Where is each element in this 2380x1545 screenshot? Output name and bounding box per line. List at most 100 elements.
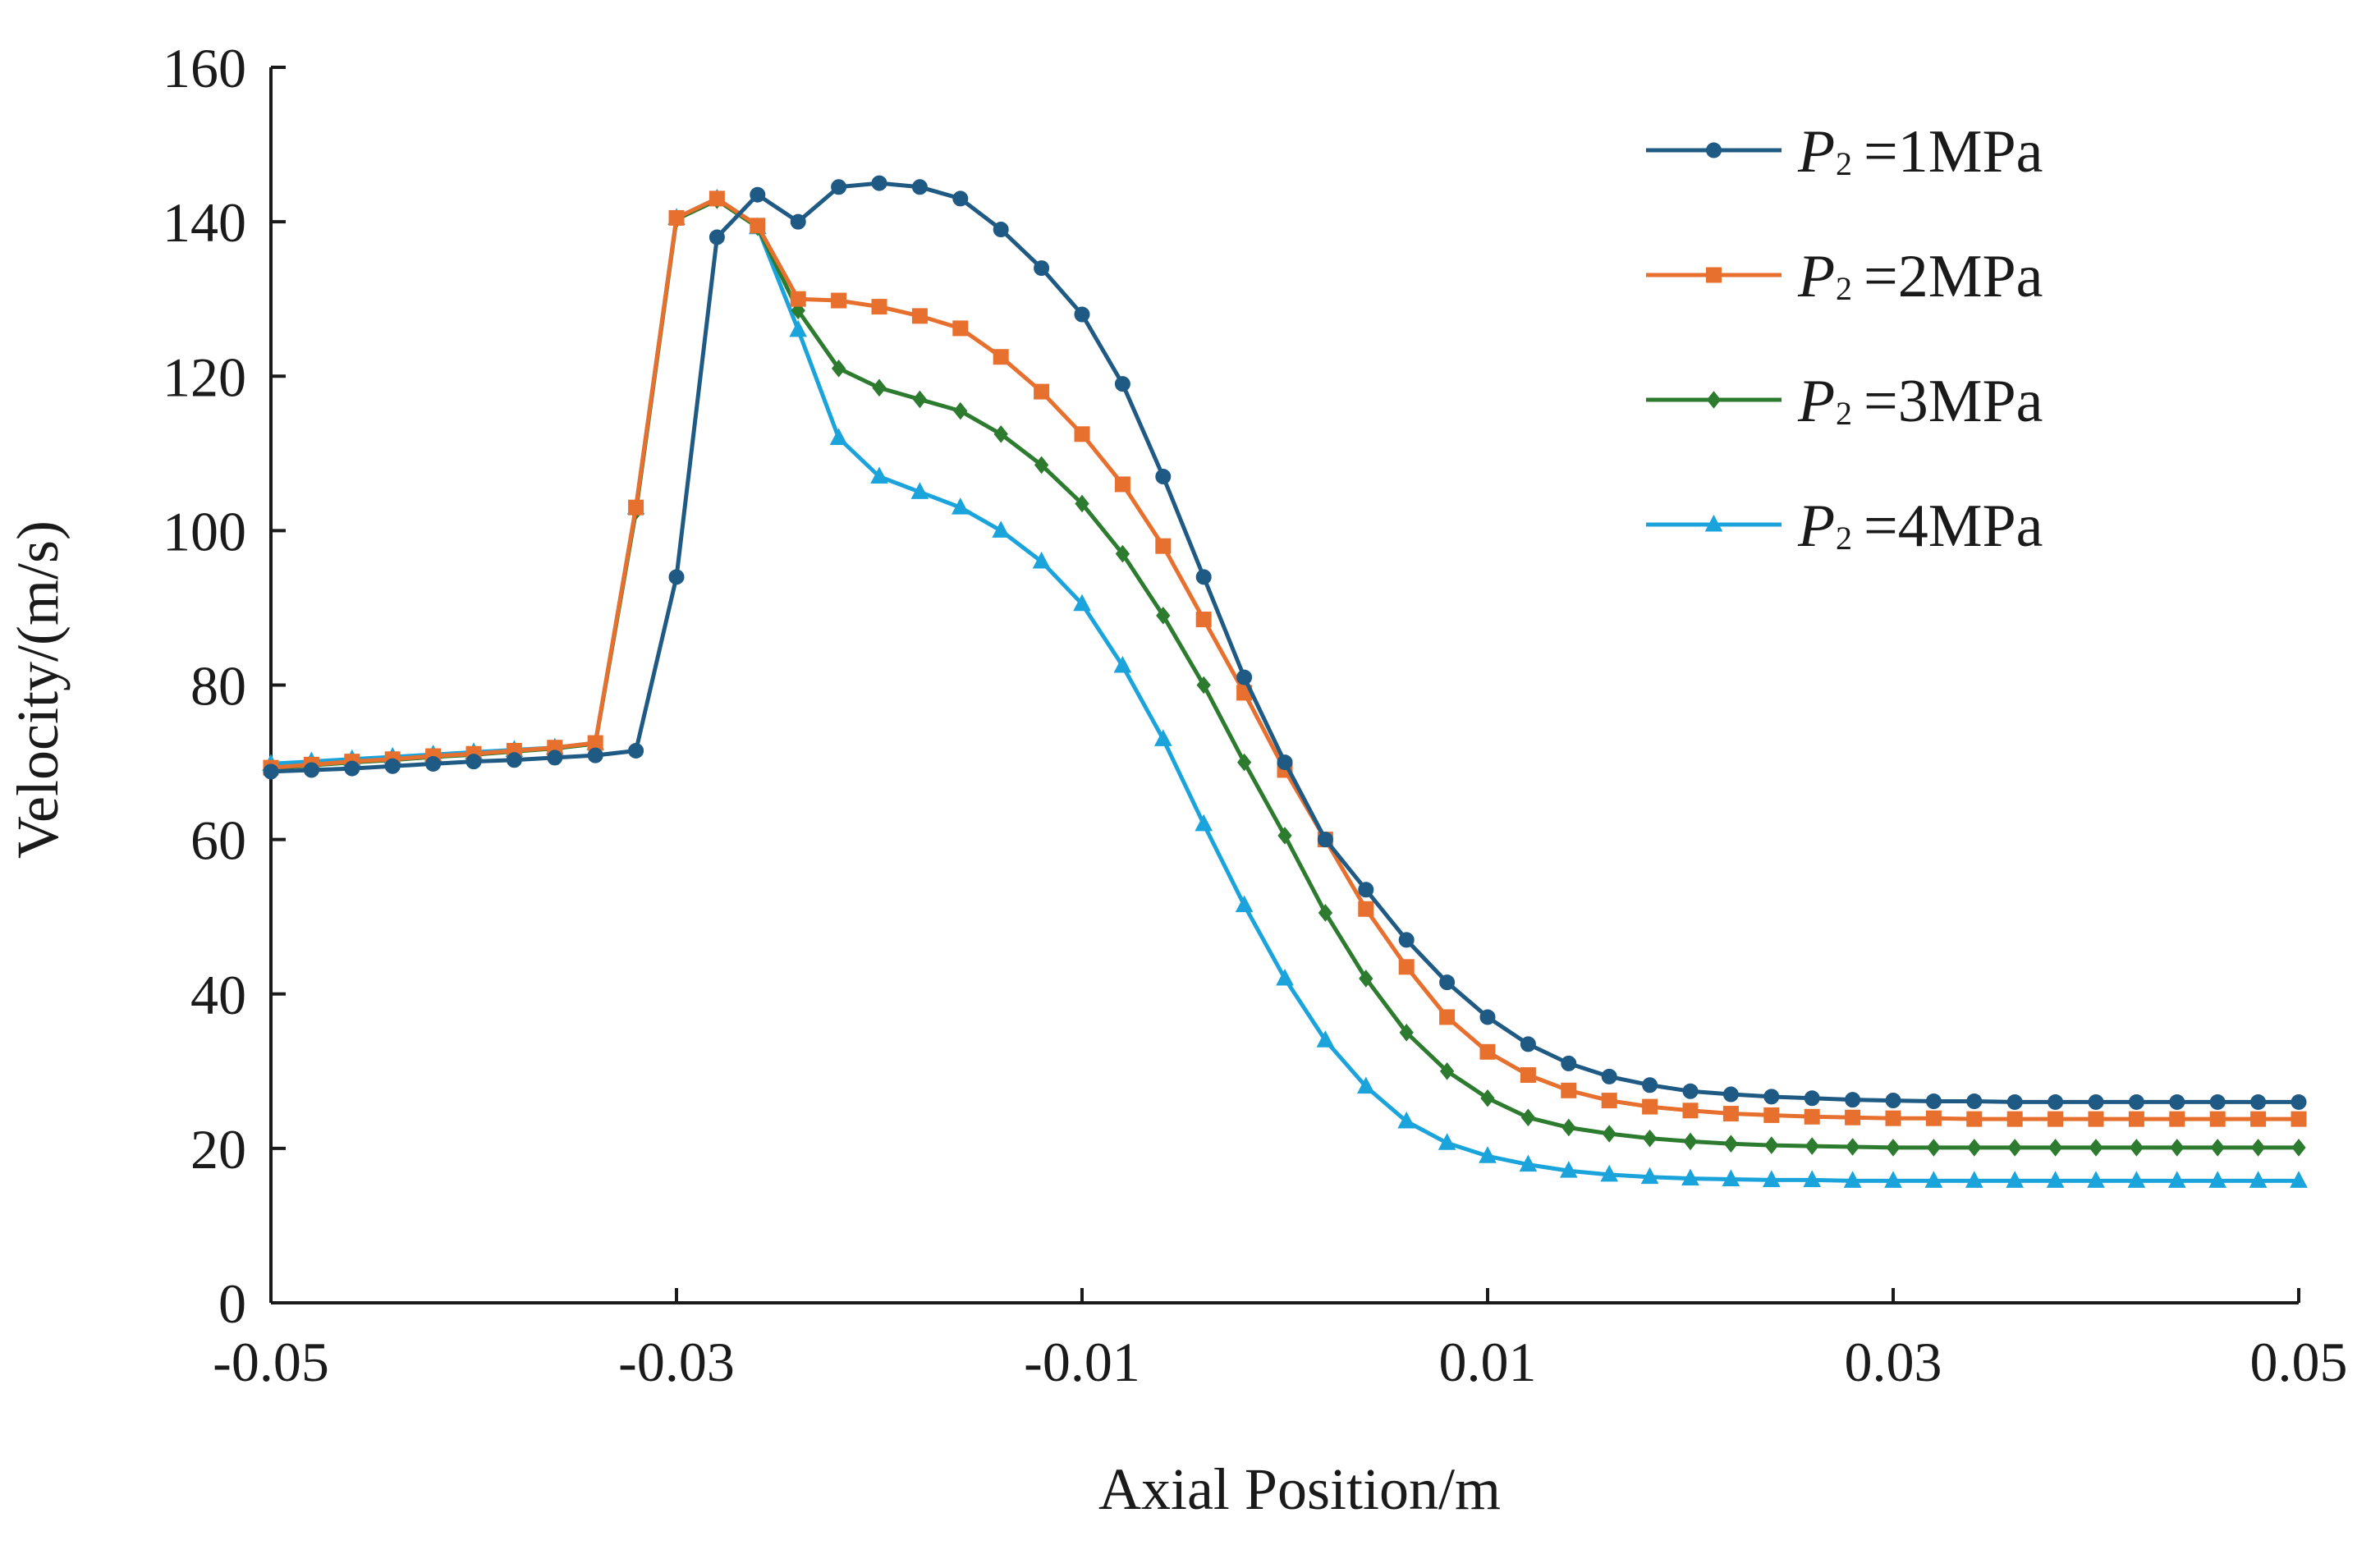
data-point	[1926, 1139, 1942, 1157]
data-point	[790, 213, 806, 230]
legend-item-3: P 2 =3MPa	[1646, 368, 2043, 435]
x-tick-label: -0.01	[1024, 1331, 1140, 1393]
data-point	[1845, 1092, 1861, 1108]
legend-item-2: P 2 =2MPa	[1646, 243, 2043, 310]
data-point	[628, 499, 644, 516]
data-point	[2089, 1139, 2103, 1157]
data-point	[1316, 1030, 1335, 1048]
axes: 0 20 40 60 80 100 120 140 160 -0.05 -0.03 -0.01 0.01…	[163, 37, 2348, 1393]
data-point	[2290, 1171, 2308, 1188]
series-4	[262, 188, 2308, 1188]
data-point	[2006, 1171, 2025, 1188]
data-point	[1075, 494, 1089, 513]
data-point	[2048, 1093, 2064, 1110]
data-point	[1924, 1171, 1943, 1188]
data-point	[628, 742, 644, 759]
data-point	[2250, 1111, 2267, 1127]
legend-label: =3MPa	[1864, 368, 2043, 435]
data-point	[2088, 1093, 2104, 1110]
legend-prefix: P	[1797, 493, 1835, 560]
data-point	[1602, 1125, 1616, 1143]
legend-label: =1MPa	[1864, 118, 2043, 186]
data-point	[1397, 1111, 1416, 1129]
series-line	[270, 196, 2299, 1183]
data-point	[708, 229, 725, 245]
legend-label: =2MPa	[1864, 243, 2043, 310]
series-3	[264, 190, 2306, 1157]
data-point	[2169, 1111, 2185, 1127]
data-point	[1682, 1083, 1699, 1099]
data-point	[1804, 1090, 1820, 1107]
x-tick-label: 0.03	[1845, 1331, 1942, 1393]
data-point	[1519, 1154, 1538, 1172]
data-point	[1601, 1093, 1617, 1109]
data-point	[829, 428, 848, 445]
data-point	[831, 179, 847, 195]
data-point	[506, 752, 522, 768]
y-tick-label: 160	[163, 37, 246, 99]
legend-item-4: P 2 =4MPa	[1646, 493, 2043, 560]
data-point	[2128, 1093, 2144, 1110]
data-point	[1236, 753, 1252, 772]
series-layer	[262, 175, 2308, 1188]
data-point	[1034, 456, 1049, 475]
data-point	[1438, 1133, 1456, 1150]
data-point	[993, 424, 1008, 443]
data-point	[1356, 1076, 1375, 1094]
y-tick-label: 120	[163, 346, 246, 408]
data-point	[1156, 607, 1171, 625]
data-point	[1642, 1129, 1658, 1148]
data-point	[789, 319, 808, 337]
data-point	[1277, 754, 1293, 771]
data-point	[1196, 676, 1211, 695]
data-point	[1762, 1170, 1781, 1187]
data-point	[2249, 1171, 2268, 1188]
data-point	[668, 569, 685, 585]
data-point	[872, 378, 887, 397]
data-point	[1034, 260, 1050, 277]
data-point	[2210, 1139, 2225, 1157]
data-point	[1804, 1137, 1819, 1155]
data-point	[1439, 974, 1456, 991]
data-point	[952, 190, 969, 207]
series-2	[263, 190, 2307, 1127]
data-point	[1885, 1110, 1901, 1126]
data-point	[2208, 1171, 2227, 1188]
data-point	[1722, 1169, 1740, 1186]
y-tick-label: 100	[163, 500, 246, 562]
x-tick-label: 0.01	[1439, 1331, 1537, 1393]
data-point	[1967, 1139, 1982, 1157]
data-point	[2209, 1093, 2226, 1110]
y-tick-label: 60	[190, 809, 246, 872]
data-point	[2167, 1171, 2186, 1188]
data-point	[912, 390, 928, 409]
legend-marker	[1706, 142, 1722, 158]
data-point	[750, 186, 766, 203]
data-point	[2088, 1111, 2104, 1127]
data-point	[1966, 1093, 1983, 1109]
data-point	[587, 747, 603, 763]
data-point	[1843, 1171, 1862, 1188]
series-1	[263, 175, 2307, 1110]
data-point	[1845, 1109, 1861, 1126]
data-point	[953, 401, 968, 420]
data-point	[1520, 1067, 1536, 1084]
legend-marker	[1704, 514, 1723, 532]
data-point	[1276, 968, 1294, 986]
data-point	[1886, 1139, 1901, 1157]
data-point	[993, 222, 1009, 238]
data-point	[1966, 1111, 1983, 1127]
data-point	[1358, 901, 1374, 917]
data-point	[910, 482, 929, 499]
data-point	[2169, 1093, 2185, 1110]
data-point	[992, 520, 1011, 538]
data-point	[708, 190, 725, 207]
data-point	[1115, 544, 1130, 563]
data-point	[2250, 1139, 2266, 1157]
data-point	[2048, 1139, 2063, 1157]
y-tick-label: 140	[163, 191, 246, 254]
data-point	[1195, 569, 1212, 585]
data-point	[2250, 1093, 2267, 1110]
